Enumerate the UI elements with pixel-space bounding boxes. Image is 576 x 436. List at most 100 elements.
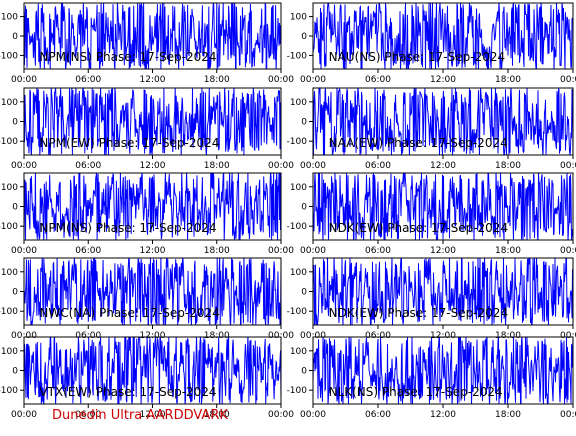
x-tick-label: 12:00: [430, 410, 456, 420]
x-tick-label: 00:00: [11, 75, 37, 85]
y-tick-label: 0: [301, 118, 307, 128]
x-tick-label: 00:00: [268, 331, 294, 341]
x-tick-label: 00:00: [268, 246, 294, 256]
y-tick-label: 100: [1, 183, 18, 193]
x-tick-label: 00:00: [300, 246, 326, 256]
x-tick-label: 00:00: [300, 161, 326, 171]
x-tick-label: 00:00: [560, 161, 576, 171]
phase-series-line: [24, 88, 281, 155]
x-tick-label: 06:00: [365, 410, 391, 420]
panel-title: VTX(EW) Phase: 17-Sep-2024: [39, 385, 216, 399]
phase-panel: 100 0 -100 00:00 06:00 12:00 18:00 00:00 NLK(NS)…: [287, 336, 576, 420]
panel-title: NAA(EW) Phase: 17-Sep-2024: [329, 136, 508, 150]
x-tick-label: 06:00: [75, 331, 101, 341]
x-tick-label: 18:00: [495, 75, 521, 85]
x-tick-label: 00:00: [268, 410, 294, 420]
phase-series-line: [313, 88, 573, 155]
x-tick-label: 18:00: [204, 75, 230, 85]
y-tick-label: 0: [301, 367, 307, 377]
x-tick-label: 12:00: [140, 331, 166, 341]
panel-title: NAU(NS) Phase: 17-Sep-2024: [329, 50, 506, 64]
x-tick-label: 12:00: [430, 161, 456, 171]
phase-series-line: [24, 258, 281, 325]
y-tick-label: -100: [0, 307, 18, 317]
panel-title: NPM(NS) Phase: 17-Sep-2024: [39, 221, 216, 235]
y-tick-label: 100: [290, 183, 307, 193]
y-tick-label: 0: [12, 288, 18, 298]
panel-title: NDK(EW) Phase: 17-Sep-2024: [329, 306, 508, 320]
phase-panel: 100 0 -100 00:00 06:00 12:00 18:00 00:00 NDK(EW)…: [287, 257, 576, 341]
y-tick-label: 0: [301, 32, 307, 42]
panel-title: NDK(EW) Phase: 17-Sep-2024: [329, 221, 508, 235]
y-tick-label: 0: [12, 32, 18, 42]
y-tick-label: -100: [287, 386, 308, 396]
phase-panel: 100 0 -100 00:00 06:00 12:00 18:00 00:00 VTX(EW)…: [0, 336, 294, 420]
x-tick-label: 06:00: [75, 161, 101, 171]
y-tick-label: 100: [1, 268, 18, 278]
y-tick-label: -100: [287, 137, 308, 147]
y-tick-label: 100: [1, 98, 18, 108]
x-tick-label: 18:00: [495, 246, 521, 256]
x-tick-label: 00:00: [268, 161, 294, 171]
x-tick-label: 00:00: [300, 75, 326, 85]
y-tick-label: 0: [12, 203, 18, 213]
x-tick-label: 00:00: [560, 331, 576, 341]
phase-series-line: [24, 173, 281, 240]
phase-panel: 100 0 -100 00:00 06:00 12:00 18:00 00:00 NPM(EW)…: [0, 87, 294, 171]
x-tick-label: 06:00: [75, 246, 101, 256]
x-tick-label: 18:00: [495, 161, 521, 171]
y-tick-label: -100: [0, 386, 18, 396]
phase-series-line: [313, 337, 573, 404]
x-tick-label: 18:00: [495, 410, 521, 420]
x-tick-label: 06:00: [365, 331, 391, 341]
x-tick-label: 12:00: [430, 246, 456, 256]
y-tick-label: -100: [0, 137, 18, 147]
x-tick-label: 00:00: [11, 246, 37, 256]
panel-title: NWC(NA) Phase: 17-Sep-2024: [39, 306, 219, 320]
y-tick-label: 0: [12, 367, 18, 377]
phase-panel: 100 0 -100 00:00 06:00 12:00 18:00 00:00 NWC(NA)…: [0, 257, 294, 341]
x-tick-label: 00:00: [560, 410, 576, 420]
x-tick-label: 06:00: [365, 246, 391, 256]
x-tick-label: 00:00: [268, 75, 294, 85]
x-tick-label: 12:00: [140, 246, 166, 256]
footer-credit: Dunedin Ultra AARDDVARK: [52, 408, 228, 423]
y-tick-label: -100: [287, 51, 308, 61]
y-tick-label: 0: [301, 288, 307, 298]
y-tick-label: 100: [1, 13, 18, 23]
panel-title: NPM(EW) Phase: 17-Sep-2024: [39, 136, 219, 150]
phase-series-line: [313, 258, 573, 325]
y-tick-label: -100: [0, 222, 18, 232]
phase-panel: 100 0 -100 00:00 06:00 12:00 18:00 00:00 NDK(EW)…: [287, 172, 576, 256]
x-tick-label: 18:00: [204, 161, 230, 171]
y-tick-label: -100: [287, 307, 308, 317]
y-tick-label: 100: [290, 268, 307, 278]
x-tick-label: 00:00: [11, 410, 37, 420]
y-tick-label: 100: [1, 347, 18, 357]
x-tick-label: 12:00: [140, 410, 166, 420]
x-tick-label: 18:00: [204, 246, 230, 256]
x-tick-label: 00:00: [11, 161, 37, 171]
x-tick-label: 06:00: [75, 75, 101, 85]
y-tick-label: 100: [290, 13, 307, 23]
x-tick-label: 18:00: [495, 331, 521, 341]
x-tick-label: 12:00: [430, 75, 456, 85]
phase-series-line: [24, 3, 281, 69]
y-tick-label: 0: [301, 203, 307, 213]
phase-series-line: [313, 3, 573, 69]
panel-title: NLK(NS) Phase: 17-Sep-2024: [329, 385, 503, 399]
phase-panel: 100 0 -100 00:00 06:00 12:00 18:00 00:00 NAA(EW)…: [287, 87, 576, 171]
x-tick-label: 00:00: [560, 246, 576, 256]
y-tick-label: 100: [290, 98, 307, 108]
x-tick-label: 18:00: [204, 331, 230, 341]
x-tick-label: 12:00: [140, 75, 166, 85]
x-tick-label: 06:00: [365, 161, 391, 171]
x-tick-label: 06:00: [365, 75, 391, 85]
x-tick-label: 12:00: [430, 331, 456, 341]
x-tick-label: 00:00: [11, 331, 37, 341]
phase-series-line: [313, 173, 573, 240]
phase-series-line: [24, 337, 281, 404]
x-tick-label: 00:00: [560, 75, 576, 85]
